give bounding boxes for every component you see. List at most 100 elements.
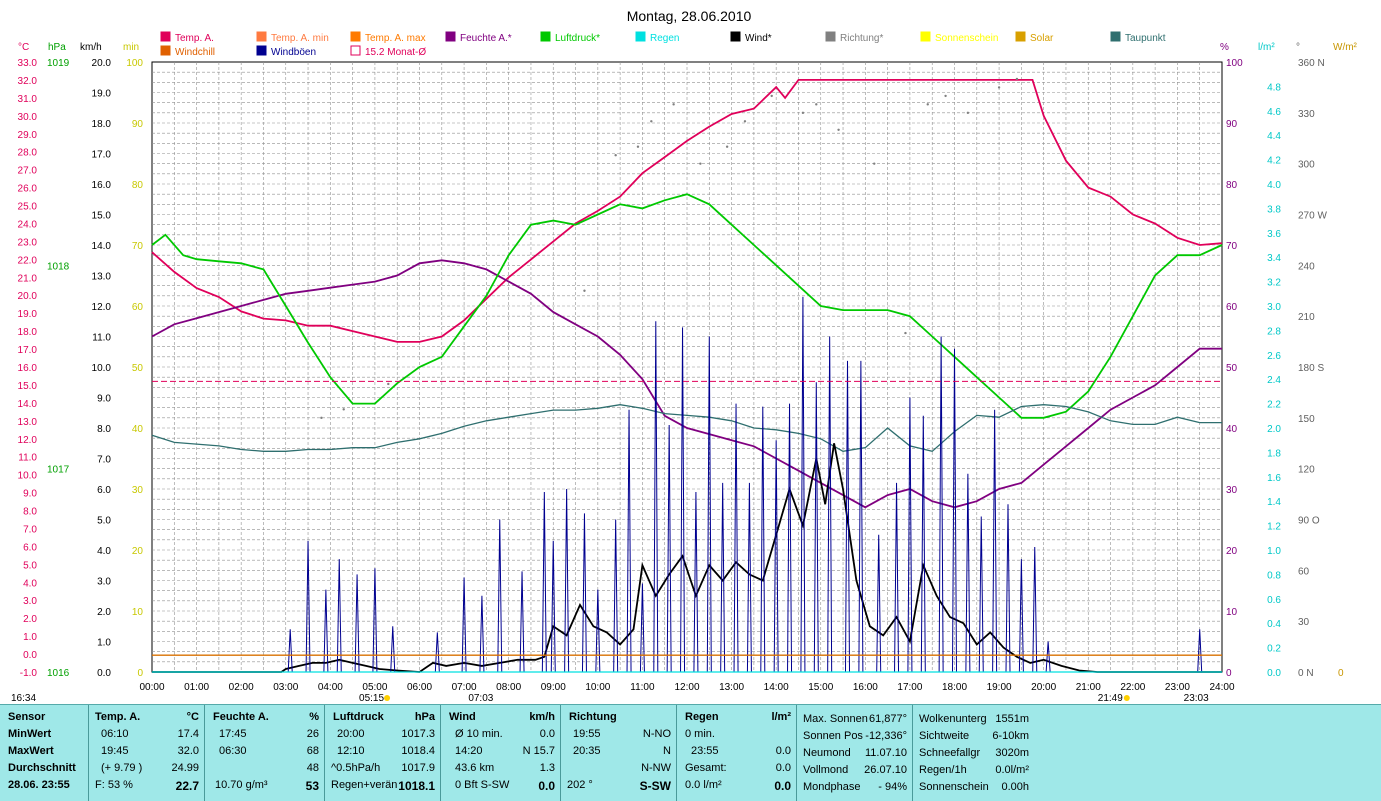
- temp-tick-label: 22.0: [18, 255, 38, 266]
- full-moon-label: Vollmond: [803, 764, 849, 776]
- humidity-axis-unit: %: [1220, 42, 1229, 53]
- temp-tick-label: 9.0: [23, 489, 37, 500]
- gust-spike: [920, 415, 926, 673]
- cloud-base-label: Wolkenunterg: [919, 713, 987, 725]
- gust-spike: [938, 336, 944, 673]
- rain-time: 23:55: [691, 745, 719, 757]
- wind-tick-label: 14.0: [92, 241, 112, 252]
- direction-dot: [926, 103, 929, 106]
- direction-dot: [904, 331, 907, 335]
- humidity-section: Feuchte A. % 17:45 26 06:30 68 48 10.70 …: [204, 705, 325, 801]
- temp-tick-label: 19.0: [18, 309, 38, 320]
- gust-spike: [1045, 641, 1051, 673]
- humidity-unit: %: [309, 711, 319, 723]
- snowline-label: Schneefallgr: [919, 747, 981, 759]
- temp-tick-label: 15.0: [18, 381, 38, 392]
- humidity-tick-label: 100: [1226, 58, 1243, 69]
- direction-dot: [873, 162, 876, 165]
- full-moon-value: 26.07.10: [864, 764, 907, 776]
- wind-tick-label: 2.0: [97, 607, 111, 618]
- gust-spike: [800, 296, 806, 673]
- sun-pos-label: Sonnen Pos: [803, 730, 863, 742]
- visibility-value: 6-10km: [992, 730, 1029, 742]
- rain-tick-label: 4.6: [1267, 107, 1281, 118]
- wind-tick-label: 16.0: [92, 180, 112, 191]
- sunrise-label: 05:15: [359, 693, 384, 704]
- moon-phase-value: - 94%: [878, 781, 907, 793]
- pressure-section: Luftdruck hPa 20:00 1017.3 12:10 1018.4 …: [324, 705, 441, 801]
- time-tick-label: 20:00: [1031, 682, 1056, 693]
- time-tick-label: 12:00: [674, 682, 699, 693]
- wind-tick-label: 12.0: [92, 302, 112, 313]
- humidity-min-time: 17:45: [219, 728, 247, 740]
- gust-spike: [336, 559, 342, 673]
- wind-tick-label: 9.0: [97, 394, 111, 405]
- series-line-luftdruck: [151, 193, 1223, 419]
- legend-swatch: [350, 31, 361, 42]
- direction-dot: [699, 162, 702, 165]
- direction-min-value: N-NO: [642, 728, 671, 740]
- gust-spike: [434, 632, 440, 673]
- time-tick-label: 08:00: [496, 682, 521, 693]
- pressure-trend: ^0.5hPa/h: [331, 762, 381, 774]
- temp-tick-label: 28.0: [18, 148, 38, 159]
- sunset-label: 21:49: [1098, 693, 1123, 704]
- direction-dot: [743, 120, 747, 123]
- direction-dot: [770, 94, 773, 98]
- legend-swatch: [730, 31, 741, 42]
- min-label: MinWert: [8, 728, 52, 740]
- rain-section: Regen l/m² 0 min. 23:55 0.0 Gesamt: 0.0 …: [676, 705, 797, 801]
- wind-tick-label: 13.0: [92, 272, 112, 283]
- gust-spike: [978, 516, 984, 673]
- rain-tick-label: 4.4: [1267, 131, 1281, 142]
- pressure-tick-label: 1018: [47, 261, 70, 272]
- minutes-tick-label: 100: [126, 58, 143, 69]
- direction-max-value: N: [663, 745, 671, 757]
- moon-label: 23:03: [1184, 693, 1209, 704]
- temp-tick-label: 11.0: [18, 453, 37, 464]
- rain-tick-label: 3.4: [1267, 253, 1281, 264]
- temp-tick-label: 25.0: [18, 202, 38, 213]
- time-tick-label: 23:00: [1165, 682, 1190, 693]
- direction-dot: [815, 103, 818, 106]
- temp-tick-label: 5.0: [23, 560, 37, 571]
- temp-min-time: 06:10: [101, 728, 129, 740]
- direction-degrees: 202 °: [567, 779, 593, 791]
- legend-swatch: [825, 31, 836, 42]
- wind-tick-label: 7.0: [97, 455, 111, 466]
- direction-dot: [672, 103, 675, 106]
- wind-avg-label: Ø 10 min.: [455, 728, 503, 740]
- temp-tick-label: 0.0: [23, 650, 37, 661]
- temp-tick-label: 17.0: [18, 345, 38, 356]
- gust-spike: [626, 409, 632, 673]
- rain-axis-unit: l/m²: [1258, 42, 1275, 53]
- rain-duration: 0 min.: [685, 728, 715, 740]
- rain-tick-label: 2.4: [1267, 375, 1281, 386]
- direction-tick-label: 0 N: [1298, 668, 1314, 679]
- weather-chart: Montag, 28.06.2010 -1.0 0.0 1.0 2.0 3.0 4.0 5.0…: [11, 8, 1358, 704]
- sun-max-label: Max. Sonnen: [803, 713, 868, 725]
- time-tick-label: 10:00: [585, 682, 610, 693]
- temp-tick-label: 2.0: [23, 614, 37, 625]
- temp-avg-value: 24.99: [171, 762, 199, 774]
- humidity-tick-label: 30: [1226, 485, 1238, 496]
- humidity-header: Feuchte A.: [213, 711, 269, 723]
- wind-tick-label: 0.0: [97, 668, 111, 679]
- rain-tick-label: 3.0: [1267, 302, 1281, 313]
- new-moon-value: 11.07.10: [864, 747, 907, 759]
- sun-moon-section: Max. Sonnen 61,877° Sonnen Pos -12,336° …: [796, 705, 913, 801]
- direction-tick-label: 90 O: [1298, 516, 1320, 527]
- minutes-tick-label: 90: [132, 119, 144, 130]
- humidity-max-time: 06:30: [219, 745, 247, 757]
- temp-tick-label: -1.0: [20, 668, 38, 679]
- time-tick-label: 04:00: [318, 682, 343, 693]
- rain-tick-label: 4.0: [1267, 180, 1281, 191]
- legend-swatch: [1015, 31, 1026, 42]
- temp-tick-label: 21.0: [18, 273, 38, 284]
- gust-spike: [680, 327, 686, 673]
- temp-tick-label: 6.0: [23, 542, 37, 553]
- direction-tick-label: 180 S: [1298, 363, 1324, 374]
- rain-hour-label: Regen/1h: [919, 764, 967, 776]
- temp-avg-note: (+ 9.79 ): [101, 762, 143, 774]
- cloud-base-value: 1551m: [995, 713, 1029, 725]
